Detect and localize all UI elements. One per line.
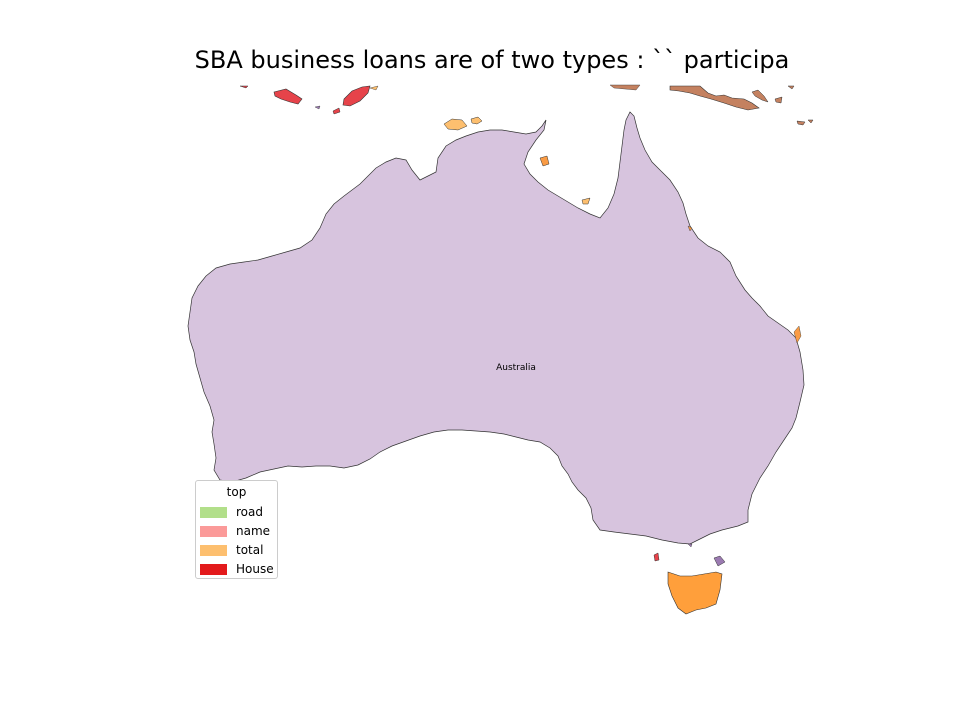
png-island-a: [751, 89, 769, 103]
tiwi-island: [443, 118, 468, 131]
tiny-island-c: [369, 85, 379, 91]
bass-islet: [687, 543, 693, 548]
groote-island: [539, 155, 550, 167]
legend-label-road: road: [236, 505, 263, 519]
fraser-island: [793, 325, 802, 344]
papua-new-guinea: [669, 85, 760, 111]
melville-island: [470, 116, 483, 125]
legend: top road name total House: [195, 480, 278, 579]
tiny-island-b: [314, 105, 321, 110]
legend-label-house: House: [236, 562, 274, 576]
tasmania: [667, 571, 723, 615]
png-island-b: [774, 96, 783, 104]
png-island-c: [796, 120, 806, 126]
legend-label-total: total: [236, 543, 264, 557]
region-label-australia: Australia: [496, 363, 536, 373]
legend-title: top: [226, 485, 247, 499]
png-island-d: [807, 119, 814, 124]
king-island: [653, 552, 660, 562]
wellesley-island: [581, 197, 591, 205]
whitsunday-islet: [687, 225, 693, 232]
legend-swatch-house: [200, 564, 227, 575]
tiny-island-a: [239, 85, 249, 89]
australia-mainland: [187, 111, 805, 545]
png-island-e: [787, 85, 795, 90]
small-island-north: [332, 107, 341, 115]
timor-island: [273, 88, 303, 105]
legend-swatch-total: [200, 545, 227, 556]
timor-east-island: [342, 85, 371, 107]
flinders-island: [713, 555, 726, 567]
legend-label-name: name: [236, 524, 271, 538]
legend-swatch-road: [200, 507, 227, 518]
legend-swatch-name: [200, 526, 227, 537]
tiny-island-d: [609, 84, 641, 91]
map-title: SBA business loans are of two types : ``…: [194, 46, 790, 74]
